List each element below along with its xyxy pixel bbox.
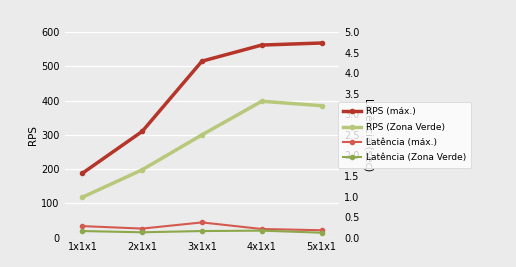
- Latência (Zona Verde): [139, 231, 146, 234]
- Y-axis label: Latência (sec): Latência (sec): [363, 98, 373, 171]
- Latência (Zona Verde): [259, 229, 265, 232]
- RPS (Zona Verde): [259, 100, 265, 103]
- Latência (máx.): [139, 227, 146, 230]
- RPS (máx.): [79, 172, 86, 175]
- RPS (Zona Verde): [199, 133, 205, 136]
- Latência (Zona Verde): [199, 229, 205, 233]
- Y-axis label: RPS: RPS: [28, 125, 38, 145]
- Latência (máx.): [259, 227, 265, 231]
- Line: RPS (máx.): RPS (máx.): [80, 41, 324, 175]
- RPS (máx.): [199, 60, 205, 63]
- Latência (máx.): [199, 221, 205, 224]
- Line: Latência (Zona Verde): Latência (Zona Verde): [80, 229, 324, 235]
- Legend: RPS (máx.), RPS (Zona Verde), Latência (máx.), Latência (Zona Verde): RPS (máx.), RPS (Zona Verde), Latência (…: [337, 102, 471, 168]
- Line: Latência (máx.): Latência (máx.): [80, 220, 324, 232]
- RPS (máx.): [139, 130, 146, 133]
- Line: RPS (Zona Verde): RPS (Zona Verde): [80, 99, 324, 199]
- RPS (Zona Verde): [79, 196, 86, 199]
- RPS (Zona Verde): [139, 168, 146, 171]
- Latência (máx.): [79, 225, 86, 228]
- Latência (Zona Verde): [79, 229, 86, 233]
- RPS (máx.): [259, 44, 265, 47]
- RPS (Zona Verde): [318, 104, 325, 107]
- Latência (máx.): [318, 229, 325, 232]
- Latência (Zona Verde): [318, 231, 325, 234]
- RPS (máx.): [318, 41, 325, 45]
